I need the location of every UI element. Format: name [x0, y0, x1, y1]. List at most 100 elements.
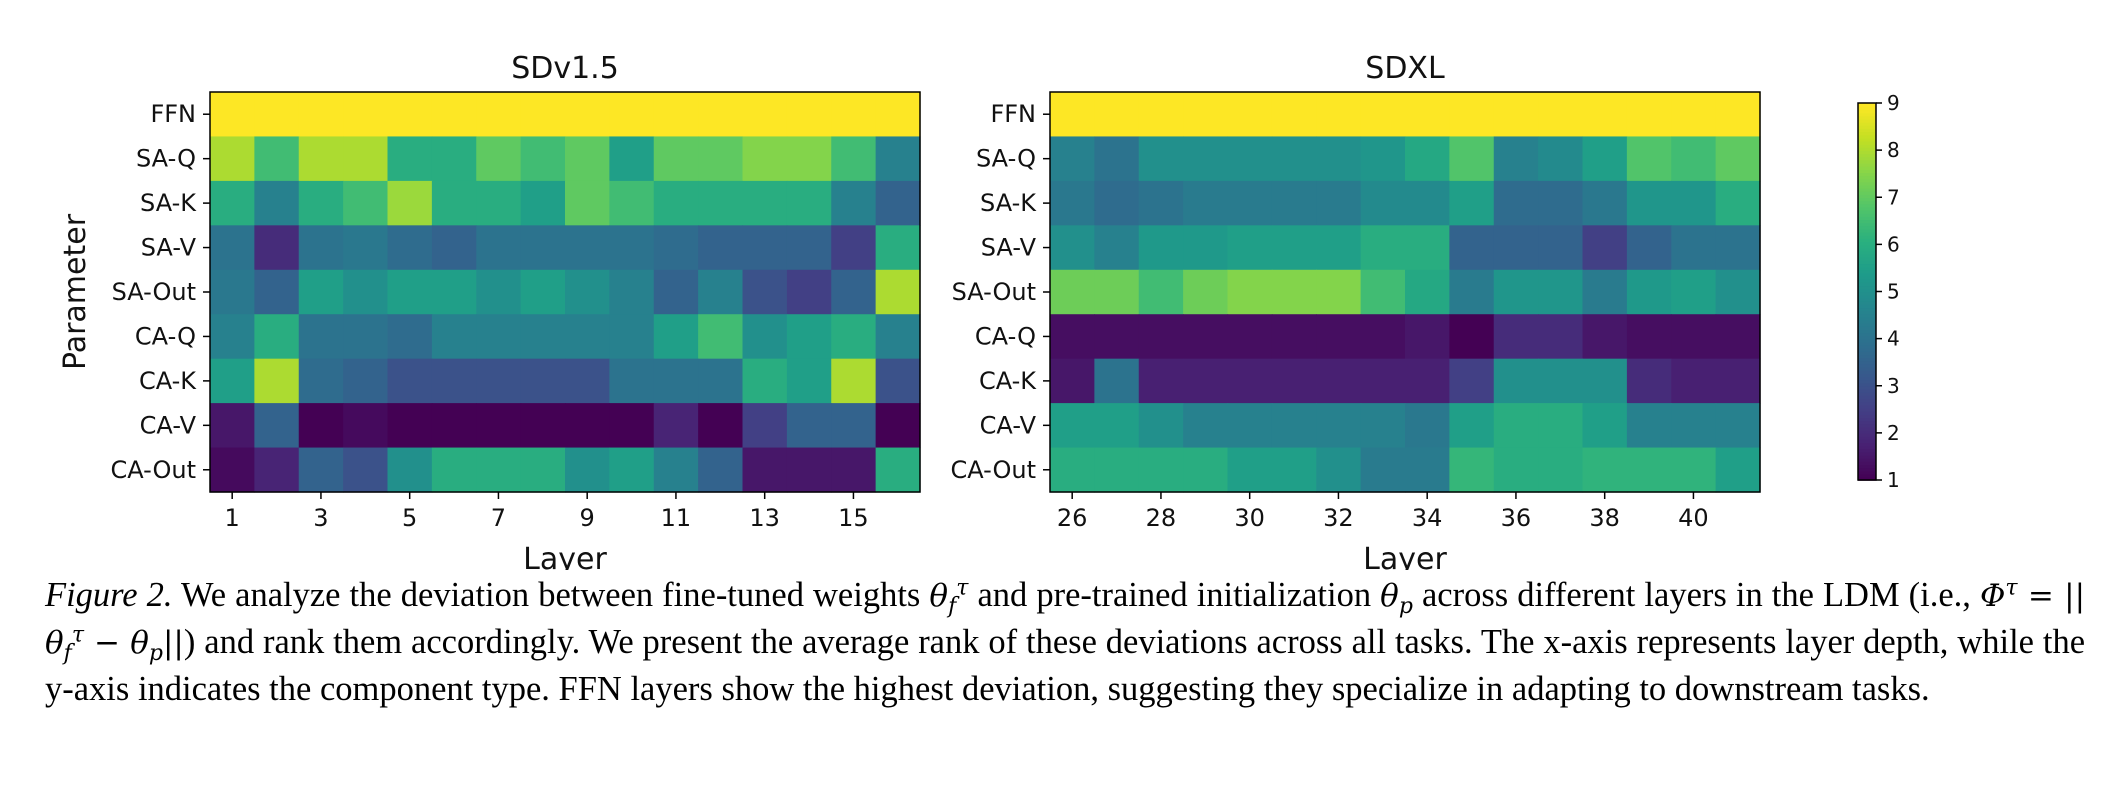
heatmap-cell — [1227, 358, 1273, 404]
heatmap-cell — [1582, 225, 1628, 271]
heatmap-cell — [875, 447, 921, 493]
colorbar-segment — [1858, 231, 1876, 236]
heatmap-cell — [1227, 269, 1273, 315]
x-tick-label: 32 — [1323, 504, 1354, 532]
heatmap-cell — [609, 136, 655, 182]
heatmap-cell — [1671, 180, 1717, 226]
colorbar-segment — [1858, 128, 1876, 133]
colorbar-segment — [1858, 291, 1876, 296]
heatmap-cell — [298, 225, 344, 271]
heatmap-cell — [431, 225, 477, 271]
heatmap-cell — [609, 225, 655, 271]
colorbar-segment — [1858, 156, 1876, 161]
colorbar-segment — [1858, 319, 1876, 324]
colorbar-segment — [1858, 442, 1876, 447]
heatmap-cell — [254, 136, 300, 182]
heatmap-cell — [742, 403, 788, 449]
heatmap-cell — [431, 447, 477, 493]
heatmap-cell — [1493, 403, 1539, 449]
heatmap-cell — [1449, 180, 1495, 226]
heatmap-cell — [1050, 225, 1095, 271]
heatmap-cell — [254, 225, 300, 271]
heatmap-cell — [1138, 358, 1184, 404]
heatmap-cell — [298, 92, 344, 138]
colorbar-segment — [1858, 304, 1876, 309]
heatmap-cell — [1360, 92, 1406, 138]
heatmap-cell — [1316, 358, 1362, 404]
heatmap-cell — [1227, 403, 1273, 449]
heatmap-cell — [1360, 136, 1406, 182]
colorbar-segment — [1858, 228, 1876, 233]
heatmap-cell — [565, 92, 610, 138]
colorbar-segment — [1858, 464, 1876, 469]
heatmap-cell — [1050, 314, 1095, 360]
heatmap-cell — [520, 92, 566, 138]
heatmap-cell — [1715, 269, 1761, 315]
heatmap-cell — [1449, 403, 1495, 449]
heatmap-cell — [742, 136, 788, 182]
colorbar-segment — [1858, 313, 1876, 318]
heatmap-cell — [875, 403, 921, 449]
heatmap-cell — [1183, 447, 1229, 493]
heatmap-cell — [520, 180, 566, 226]
heatmap-cell — [476, 403, 522, 449]
heatmap-cell — [875, 269, 921, 315]
heatmap-cell — [1671, 358, 1717, 404]
x-axis-label: Layer — [1363, 542, 1447, 570]
heatmap-cell — [1138, 136, 1184, 182]
heatmap-cell — [565, 447, 610, 493]
colorbar-segment — [1858, 103, 1876, 107]
heatmap-cell — [254, 314, 300, 360]
heatmap-cell — [1138, 180, 1184, 226]
x-tick-label: 5 — [402, 504, 417, 532]
x-tick-label: 36 — [1501, 504, 1532, 532]
heatmap-cell — [254, 447, 300, 493]
heatmap-cell — [431, 358, 477, 404]
heatmap-cell — [1582, 180, 1628, 226]
colorbar-segment — [1858, 326, 1876, 330]
heatmap-cell — [786, 403, 832, 449]
heatmap-cell — [1493, 180, 1539, 226]
heatmap-cell — [520, 358, 566, 404]
heatmap-cell — [875, 314, 921, 360]
heatmap-cell — [1405, 447, 1450, 493]
colorbar-segment — [1858, 385, 1876, 390]
heatmap-cell — [1094, 403, 1140, 449]
colorbar-segment — [1858, 354, 1876, 359]
heatmap-cell — [1405, 358, 1450, 404]
x-tick-label: 3 — [313, 504, 328, 532]
heatmap-cell — [565, 136, 610, 182]
heatmap-cell — [1360, 447, 1406, 493]
y-tick-label: CA-K — [979, 367, 1037, 395]
heatmap-cell — [476, 269, 522, 315]
heatmap-cell — [1449, 92, 1495, 138]
colorbar-segment — [1858, 467, 1876, 472]
heatmap-cell — [298, 403, 344, 449]
heatmap-cell — [1671, 269, 1717, 315]
heatmap-cell — [1671, 447, 1717, 493]
colorbar-segment — [1858, 366, 1876, 371]
heatmap-cell — [1538, 180, 1584, 226]
colorbar-segment — [1858, 172, 1876, 177]
colorbar-segment — [1858, 404, 1876, 409]
heatmap-cell — [1094, 180, 1140, 226]
heatmap-cell — [343, 225, 389, 271]
x-tick-label: 34 — [1412, 504, 1443, 532]
heatmap-cell — [431, 136, 477, 182]
y-tick-label: SA-Out — [952, 278, 1036, 306]
heatmap-cell — [387, 447, 433, 493]
heatmap-cell — [1449, 136, 1495, 182]
heatmap-cell — [831, 314, 877, 360]
heatmap-cell — [653, 269, 699, 315]
colorbar-segment — [1858, 360, 1876, 365]
colorbar-segment — [1858, 401, 1876, 406]
heatmap-cell — [387, 92, 433, 138]
colorbar-segment — [1858, 448, 1876, 453]
colorbar-segment — [1858, 423, 1876, 428]
heatmap-cell — [431, 403, 477, 449]
heatmap-cell — [210, 269, 255, 315]
heatmap-cell — [831, 136, 877, 182]
colorbar-segment — [1858, 332, 1876, 337]
colorbar-segment — [1858, 436, 1876, 440]
heatmap-cell — [1271, 136, 1317, 182]
